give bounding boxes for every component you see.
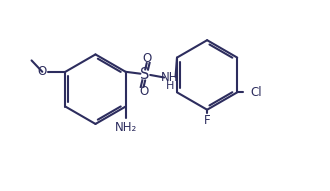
Text: O: O bbox=[139, 85, 148, 98]
Text: F: F bbox=[204, 114, 211, 127]
Text: S: S bbox=[141, 67, 150, 83]
Text: NH: NH bbox=[161, 71, 179, 84]
Text: H: H bbox=[166, 81, 174, 91]
Text: O: O bbox=[142, 52, 151, 65]
Text: O: O bbox=[38, 65, 47, 78]
Text: Cl: Cl bbox=[250, 86, 262, 99]
Text: NH₂: NH₂ bbox=[115, 121, 137, 134]
